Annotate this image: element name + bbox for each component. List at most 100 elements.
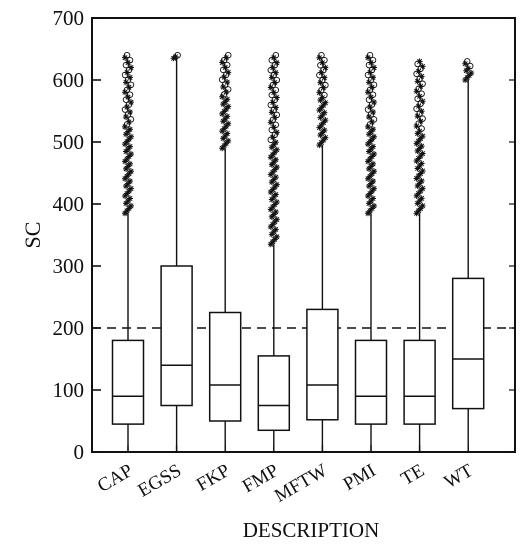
outlier-point: [367, 138, 373, 145]
outlier-point: [268, 144, 275, 151]
outlier-point: [272, 191, 279, 198]
outlier-point: [221, 108, 228, 115]
outlier-point: [268, 231, 275, 238]
outlier-point: [416, 162, 423, 169]
outlier-point: [268, 161, 275, 168]
outlier-point: [320, 119, 327, 126]
outlier-point: [225, 103, 232, 110]
outlier-point: [267, 189, 274, 196]
outlier-point: [365, 193, 371, 200]
outlier-point: [272, 69, 279, 76]
outlier-point: [371, 99, 377, 106]
outlier-point: [220, 135, 227, 142]
outlier-point: [270, 194, 277, 201]
outlier-point: [127, 143, 133, 150]
x-tick-label: MFTW: [271, 460, 331, 507]
outlier-point: [322, 81, 329, 89]
outlier-point: [269, 221, 276, 228]
outlier-point: [272, 174, 279, 181]
outlier-point: [419, 115, 426, 122]
outlier-point: [123, 148, 129, 155]
outlier-point: [318, 122, 325, 129]
outlier-point: [127, 178, 133, 185]
outlier-point: [127, 126, 133, 133]
outlier-point: [416, 180, 423, 187]
y-axis-label: SC: [20, 222, 45, 249]
outlier-point: [320, 137, 327, 144]
outlier-point: [270, 228, 277, 235]
outlier-point: [123, 200, 129, 207]
outlier-point: [174, 51, 181, 59]
outlier-point: [128, 133, 134, 140]
outlier-point: [222, 98, 229, 105]
outlier-point: [413, 210, 420, 217]
outlier-point: [316, 142, 323, 149]
outlier-point: [413, 140, 420, 147]
outlier-point: [468, 70, 475, 77]
outlier-point: [371, 185, 377, 192]
outlier-point: [318, 51, 325, 59]
outlier-point: [128, 64, 134, 71]
outlier-point: [319, 129, 326, 136]
outlier-point: [370, 81, 378, 89]
outlier-point: [415, 172, 422, 179]
box-iqr: [354, 339, 388, 425]
outlier-point: [273, 199, 280, 206]
outlier-point: [370, 178, 376, 185]
outlier-point: [126, 91, 134, 98]
outlier-point: [369, 153, 375, 160]
outlier-point: [126, 205, 132, 212]
outlier-point: [367, 190, 373, 197]
outlier-point: [269, 238, 276, 245]
outlier-point: [463, 58, 471, 65]
outlier-point: [418, 108, 425, 115]
outlier-point: [415, 190, 422, 197]
outlier-point: [273, 129, 280, 136]
y-tick-label: 300: [53, 254, 85, 278]
outlier-point: [368, 180, 374, 187]
outlier-point: [122, 158, 128, 165]
outlier-point: [418, 73, 425, 80]
outlier-point: [224, 96, 231, 103]
outlier-point: [223, 140, 230, 147]
outlier-point: [319, 112, 326, 119]
outlier-point: [125, 128, 131, 135]
outlier-point: [414, 148, 421, 155]
x-tick-label: EGSS: [134, 460, 185, 501]
outlier-point: [370, 126, 376, 133]
outlier-point: [370, 143, 376, 150]
outlier-point: [126, 56, 134, 64]
outlier-point: [272, 104, 279, 111]
outlier-point: [419, 98, 426, 105]
outlier-point: [370, 195, 376, 202]
outlier-point: [321, 56, 328, 64]
outlier-point: [270, 211, 277, 218]
y-tick-label: 100: [53, 378, 85, 402]
outlier-point: [415, 138, 422, 145]
outlier-point: [271, 236, 278, 243]
outlier-point: [269, 186, 276, 193]
outlier-point: [273, 164, 280, 171]
outlier-point: [322, 64, 329, 71]
outlier-point: [225, 120, 232, 127]
outlier-point: [321, 91, 328, 99]
outlier-point: [223, 123, 230, 130]
outlier-point: [126, 170, 132, 177]
x-tick-label: CAP: [94, 460, 137, 497]
outlier-point: [222, 132, 229, 139]
outlier-point: [219, 128, 226, 135]
outlier-point: [127, 160, 133, 167]
outlier-point: [366, 183, 372, 190]
outlier-point: [415, 207, 422, 214]
outlier-point: [219, 145, 226, 152]
outlier-point: [224, 130, 231, 137]
outlier-point: [368, 146, 374, 153]
outlier-point: [366, 51, 374, 59]
outlier-point: [267, 206, 274, 213]
outlier-point: [416, 58, 423, 65]
outlier-point: [371, 133, 377, 140]
outlier-point: [225, 69, 232, 76]
outlier-point: [128, 202, 134, 209]
outlier-point: [413, 192, 420, 199]
outlier-point: [321, 109, 328, 116]
